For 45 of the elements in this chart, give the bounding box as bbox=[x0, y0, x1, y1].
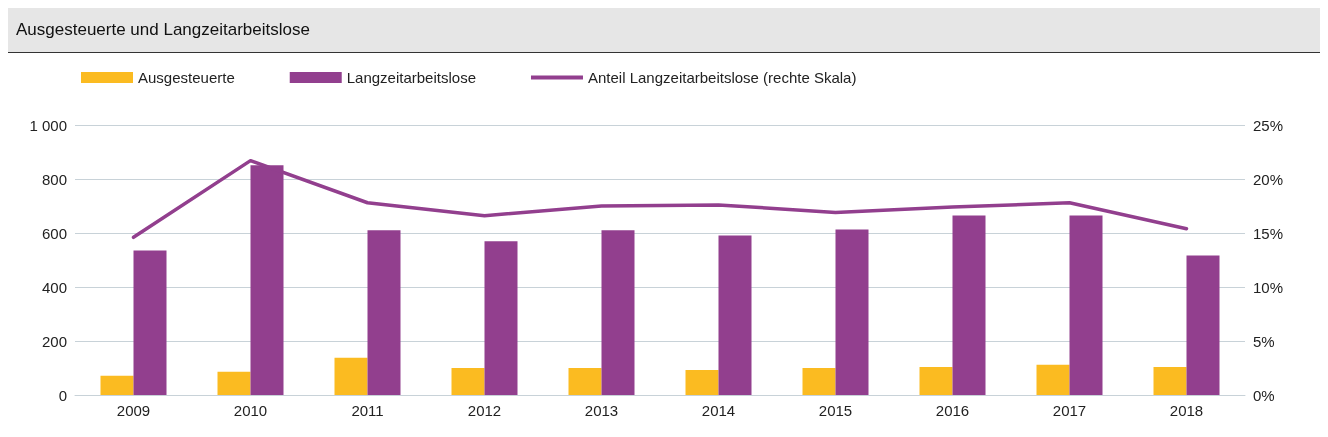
bar bbox=[1036, 364, 1070, 395]
y2-tick-label: 15% bbox=[1253, 224, 1284, 242]
bar bbox=[217, 371, 251, 395]
bar bbox=[1069, 215, 1103, 395]
bar bbox=[568, 368, 602, 395]
y-tick-label: 400 bbox=[41, 278, 67, 296]
x-tick-label: 2012 bbox=[467, 402, 502, 419]
x-tick-label: 2017 bbox=[1052, 402, 1087, 419]
bar bbox=[718, 235, 752, 395]
bar bbox=[1153, 366, 1187, 395]
y2-tick-label: 5% bbox=[1253, 332, 1275, 350]
y2-tick-label: 10% bbox=[1253, 278, 1284, 296]
bar bbox=[100, 375, 134, 395]
bar bbox=[484, 241, 518, 395]
y-tick-label: 0 bbox=[58, 386, 67, 404]
x-tick-label: 2009 bbox=[116, 402, 151, 419]
bar bbox=[133, 250, 167, 395]
bar bbox=[919, 366, 953, 395]
bar bbox=[802, 368, 836, 395]
bar bbox=[685, 369, 719, 395]
legend-label: Langzeitarbeitslose bbox=[346, 69, 476, 86]
y-tick-label: 200 bbox=[41, 332, 67, 350]
legend-label: Anteil Langzeitarbeitslose (rechte Skala) bbox=[587, 69, 857, 86]
bar bbox=[1186, 255, 1220, 395]
legend-label: Ausgesteuerte bbox=[138, 69, 235, 86]
chart-title: Ausgesteuerte und Langzeitarbeitslose bbox=[8, 8, 1320, 53]
bar bbox=[601, 230, 635, 395]
x-tick-label: 2010 bbox=[233, 402, 268, 419]
bar bbox=[451, 368, 485, 395]
y2-tick-label: 0% bbox=[1253, 386, 1275, 404]
bar bbox=[367, 230, 401, 395]
x-tick-label: 2013 bbox=[584, 402, 619, 419]
y-tick-label: 600 bbox=[41, 224, 67, 242]
bar bbox=[835, 229, 869, 395]
bar bbox=[334, 357, 368, 395]
y-tick-label: 800 bbox=[41, 170, 67, 188]
y2-tick-label: 20% bbox=[1253, 170, 1284, 188]
y2-tick-label: 25% bbox=[1253, 116, 1284, 134]
x-tick-label: 2014 bbox=[701, 402, 736, 419]
y-tick-label: 1 000 bbox=[29, 116, 67, 134]
x-tick-label: 2016 bbox=[935, 402, 970, 419]
x-tick-label: 2015 bbox=[818, 402, 853, 419]
bar bbox=[952, 215, 986, 395]
x-tick-label: 2011 bbox=[351, 402, 384, 419]
x-tick-label: 2018 bbox=[1169, 402, 1204, 419]
